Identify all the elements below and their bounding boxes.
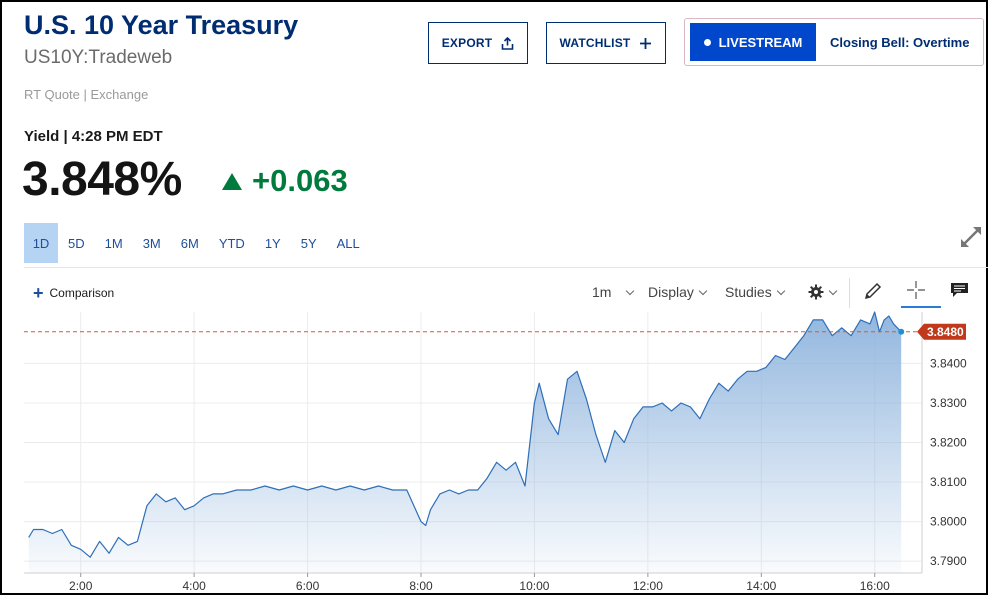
y-tick-label: 3.8400 bbox=[930, 356, 967, 370]
livestream-banner[interactable]: LIVESTREAM Closing Bell: Overtime bbox=[684, 18, 984, 66]
x-tick-label: 16:00 bbox=[860, 579, 890, 593]
comparison-button[interactable]: + Comparison bbox=[33, 284, 114, 302]
crosshair-active-indicator bbox=[901, 306, 941, 308]
export-button[interactable]: EXPORT bbox=[428, 22, 528, 64]
y-tick-label: 3.8200 bbox=[930, 436, 967, 450]
x-tick-label: 6:00 bbox=[296, 579, 320, 593]
x-tick-label: 8:00 bbox=[409, 579, 433, 593]
quote-source: RT Quote | Exchange bbox=[24, 87, 149, 102]
studies-dropdown[interactable]: Studies bbox=[725, 284, 785, 300]
display-dropdown[interactable]: Display bbox=[648, 284, 708, 300]
studies-label: Studies bbox=[725, 284, 772, 300]
plus-icon bbox=[640, 37, 652, 49]
watchlist-button[interactable]: WATCHLIST bbox=[546, 22, 666, 64]
comment-icon[interactable] bbox=[950, 282, 969, 299]
page-title: U.S. 10 Year Treasury bbox=[24, 10, 299, 40]
symbol-subtitle: US10Y:Tradeweb bbox=[24, 47, 173, 68]
last-price-badge bbox=[917, 323, 966, 340]
y-tick-label: 3.7900 bbox=[930, 554, 967, 568]
livestream-label: LIVESTREAM bbox=[718, 34, 803, 50]
livestream-button[interactable]: LIVESTREAM bbox=[690, 23, 816, 61]
price-change: +0.063 bbox=[222, 163, 348, 199]
last-point-marker bbox=[898, 328, 905, 335]
y-tick-label: 3.8100 bbox=[930, 475, 967, 489]
change-value: +0.063 bbox=[252, 163, 348, 198]
yield-timestamp: Yield | 4:28 PM EDT bbox=[24, 128, 163, 145]
up-arrow-icon bbox=[222, 172, 242, 190]
series-line bbox=[28, 311, 902, 558]
section-divider bbox=[24, 267, 988, 268]
interval-dropdown[interactable]: 1m bbox=[592, 284, 635, 300]
x-tick-label: 2:00 bbox=[69, 579, 93, 593]
x-tick-label: 10:00 bbox=[519, 579, 549, 593]
y-tick-label: 3.8000 bbox=[930, 515, 967, 529]
range-tab-ytd[interactable]: YTD bbox=[218, 235, 245, 251]
last-price: 3.848% bbox=[22, 153, 182, 206]
series-area bbox=[28, 312, 902, 573]
last-price-badge-label: 3.8480 bbox=[927, 325, 964, 339]
watchlist-label: WATCHLIST bbox=[559, 36, 631, 50]
range-tab-5d[interactable]: 5D bbox=[68, 235, 85, 251]
range-tab-1d[interactable]: 1D bbox=[24, 223, 58, 263]
interval-label: 1m bbox=[592, 284, 612, 300]
gear-icon bbox=[808, 284, 824, 300]
toolbar-divider bbox=[849, 278, 850, 308]
range-tab-5y[interactable]: 5Y bbox=[300, 235, 317, 251]
add-comparison-icon: + bbox=[33, 283, 44, 303]
share-icon bbox=[501, 36, 514, 50]
display-label: Display bbox=[648, 284, 694, 300]
comparison-label: Comparison bbox=[49, 286, 115, 300]
export-label: EXPORT bbox=[441, 36, 493, 50]
range-tab-6m[interactable]: 6M bbox=[180, 235, 199, 251]
y-tick-label: 3.8300 bbox=[930, 396, 967, 410]
live-dot-icon bbox=[703, 38, 711, 46]
range-tab-1m[interactable]: 1M bbox=[104, 235, 123, 251]
live-show-title[interactable]: Closing Bell: Overtime bbox=[830, 34, 970, 50]
settings-dropdown[interactable] bbox=[808, 284, 838, 300]
range-tab-1y[interactable]: 1Y bbox=[264, 235, 281, 251]
range-tab-3m[interactable]: 3M bbox=[142, 235, 161, 251]
range-tab-all[interactable]: ALL bbox=[336, 235, 360, 251]
x-tick-label: 14:00 bbox=[746, 579, 776, 593]
pencil-icon[interactable] bbox=[863, 281, 883, 301]
x-tick-label: 12:00 bbox=[633, 579, 663, 593]
x-tick-label: 4:00 bbox=[182, 579, 206, 593]
expand-icon[interactable] bbox=[958, 224, 984, 250]
crosshair-icon[interactable] bbox=[906, 280, 926, 300]
time-range-tabs: 1D 5D 1M 3M 6M YTD 1Y 5Y ALL bbox=[24, 223, 370, 263]
